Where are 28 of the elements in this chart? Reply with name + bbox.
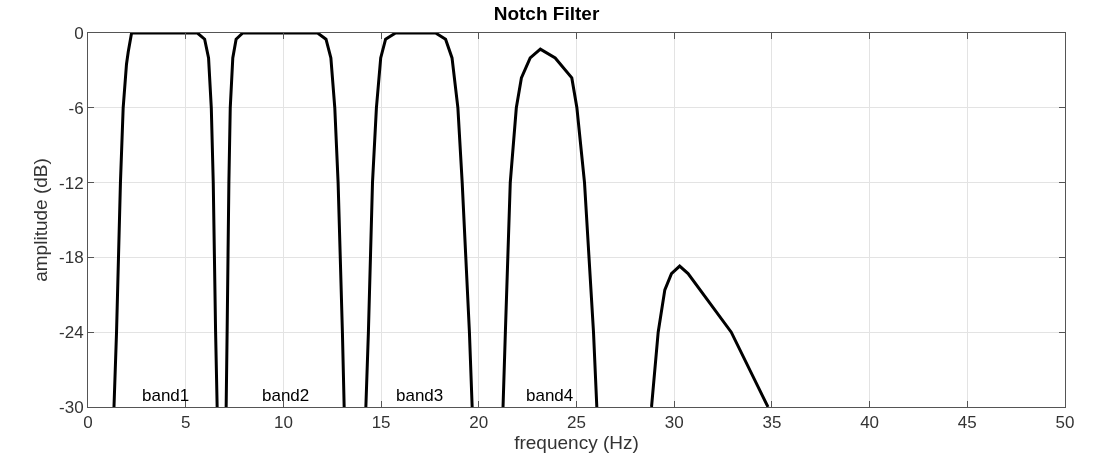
x-tick-label: 20 <box>469 413 489 433</box>
annotation: band1 <box>142 386 190 405</box>
x-tick-label: 35 <box>762 413 782 433</box>
y-tick-label: -18 <box>59 248 84 268</box>
line-series <box>501 47 599 407</box>
y-tick-label: -24 <box>59 323 84 343</box>
x-tick-label: 45 <box>957 413 977 433</box>
y-tick-label: -6 <box>68 98 84 118</box>
x-tick-label: 25 <box>567 413 586 433</box>
x-tick-label: 10 <box>273 413 293 433</box>
y-tick-label: -30 <box>59 397 84 417</box>
chart-title: Notch Filter <box>493 3 600 25</box>
x-tick-label: 50 <box>1055 413 1075 433</box>
x-tick-label: 30 <box>664 413 684 433</box>
line-series <box>650 264 770 407</box>
x-tick-label: 5 <box>180 413 191 433</box>
line-series <box>224 33 346 407</box>
annotation: band2 <box>262 386 310 405</box>
y-tick-label: 0 <box>74 23 84 43</box>
x-axis-title: frequency (Hz) <box>514 432 639 454</box>
line-series <box>364 33 474 407</box>
line-series <box>112 33 219 407</box>
annotation: band4 <box>526 386 574 405</box>
y-tick-label: -12 <box>59 173 84 193</box>
x-tick-label: 40 <box>860 413 880 433</box>
y-axis-title: amplitude (dB) <box>29 158 51 282</box>
x-tick-label: 15 <box>371 413 391 433</box>
annotation: band3 <box>396 386 444 405</box>
